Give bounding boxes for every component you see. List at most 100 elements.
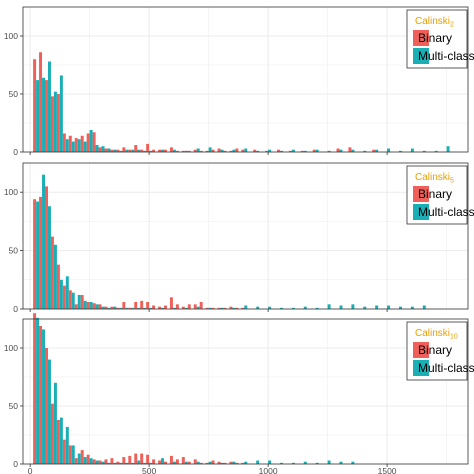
bar-binary (50, 403, 54, 464)
legend-title-subscript: 10 (450, 334, 458, 341)
bar-binary (211, 307, 215, 309)
bar-binary (98, 147, 102, 152)
bar-binary (164, 149, 167, 152)
legend-label-multiclass: Multi-class (418, 361, 474, 375)
y-tick-label: 100 (4, 343, 18, 353)
bar-multiclass (125, 307, 129, 309)
bar-multiclass (256, 150, 260, 152)
bar-multiclass (107, 148, 111, 152)
bar-binary (164, 305, 167, 309)
bar-binary (199, 301, 203, 309)
bar-multiclass (119, 307, 123, 309)
bar-multiclass (59, 417, 63, 464)
bar-binary (80, 450, 84, 464)
bar-binary (92, 459, 96, 464)
bar-multiclass (107, 462, 111, 464)
bar-binary (312, 149, 316, 152)
bar-multiclass (161, 149, 164, 152)
bar-binary (56, 94, 60, 152)
bar-binary (187, 461, 191, 464)
bar-binary (241, 149, 245, 152)
bar-multiclass (149, 150, 153, 152)
bar-binary (235, 307, 239, 309)
bar-multiclass (42, 174, 46, 309)
legend-title-subscript: 2 (450, 22, 454, 29)
bar-multiclass (137, 460, 141, 464)
legend-label-multiclass: Multi-class (418, 205, 474, 219)
bars-group (33, 52, 450, 153)
bar-binary (140, 300, 144, 309)
bar-binary (277, 149, 280, 152)
bar-binary (223, 307, 227, 309)
bar-binary (146, 301, 150, 309)
bar-binary (175, 304, 179, 309)
bar-multiclass (131, 307, 135, 309)
x-tick-label: 1000 (259, 466, 278, 474)
legend-label-binary: Binary (418, 31, 452, 45)
legend-title-main: Calinski (415, 172, 450, 183)
bar-multiclass (59, 279, 63, 309)
bar-multiclass (131, 462, 135, 464)
bar-binary (86, 454, 90, 464)
bar-binary (92, 303, 96, 309)
bar-binary (241, 462, 245, 464)
bar-multiclass (137, 307, 141, 309)
bar-multiclass (291, 149, 295, 152)
bar-binary (116, 461, 120, 464)
bar-multiclass (77, 294, 81, 309)
bar-binary (372, 149, 376, 152)
bar-multiclass (101, 306, 105, 309)
bar-binary (140, 149, 144, 152)
bar-binary (98, 460, 102, 464)
bar-multiclass (95, 145, 99, 152)
bar-multiclass (422, 150, 426, 152)
bar-binary (116, 149, 120, 152)
bar-binary (211, 460, 215, 464)
bar-binary (217, 307, 221, 309)
bar-binary (146, 143, 150, 152)
bar-multiclass (95, 460, 99, 464)
bar-multiclass (232, 307, 236, 309)
bar-multiclass (36, 317, 40, 464)
bar-multiclass (196, 306, 200, 309)
facet-panel-1: 0 50 100 Calinski2 Binary Multi-class (4, 6, 474, 157)
bar-multiclass (339, 461, 343, 464)
bar-binary (122, 147, 126, 152)
x-tick-label: 1500 (378, 466, 397, 474)
bar-binary (217, 148, 221, 152)
bar-multiclass (280, 307, 283, 309)
bar-multiclass (89, 458, 93, 464)
legend-key-binary (413, 30, 429, 46)
bar-multiclass (89, 129, 93, 152)
bar-multiclass (53, 244, 57, 309)
bar-multiclass (184, 461, 188, 464)
bar-multiclass (47, 206, 51, 309)
bar-binary (122, 301, 126, 309)
bar-binary (33, 313, 37, 464)
legend-title: Calinski5 (415, 172, 454, 185)
bar-binary (253, 149, 257, 152)
legend-title: Calinski2 (415, 16, 454, 29)
bar-binary (92, 132, 96, 152)
bar-binary (39, 52, 43, 152)
bar-multiclass (315, 307, 319, 309)
bar-multiclass (208, 307, 212, 309)
bar-binary (164, 461, 167, 464)
legend-key-binary (413, 342, 429, 358)
legend-title: Calinski10 (415, 328, 458, 341)
bar-binary (229, 306, 233, 309)
bar-binary (68, 135, 72, 152)
bar-binary (169, 297, 173, 309)
bar-multiclass (42, 77, 46, 152)
bar-binary (39, 325, 43, 464)
bar-binary (229, 461, 233, 464)
legend-key-multiclass (413, 360, 429, 376)
bar-binary (62, 285, 66, 309)
bar-binary (68, 290, 72, 309)
bar-multiclass (232, 149, 236, 152)
bar-binary (181, 150, 185, 152)
bar-multiclass (36, 80, 40, 152)
bar-multiclass (208, 147, 212, 152)
bar-multiclass (149, 307, 153, 309)
panel-background (23, 319, 468, 464)
